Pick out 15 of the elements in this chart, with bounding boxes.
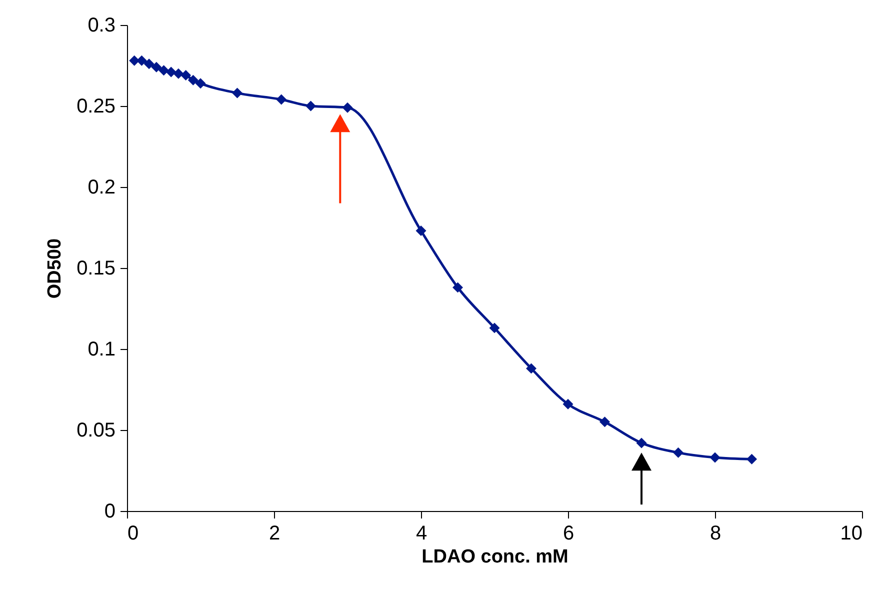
y-tick-label: 0.2 [88,176,116,198]
y-tick-label: 0.05 [76,420,116,442]
x-tick-label: 6 [562,522,574,544]
x-tick-label: 10 [840,522,862,544]
x-tick-label: 4 [416,522,428,544]
y-tick-label: 0.3 [88,14,116,36]
y-tick-label: 0.15 [76,258,116,280]
x-tick-label: 8 [710,522,722,544]
y-tick-label: 0.1 [88,338,116,360]
y-axis-title: OD500 [44,238,66,299]
y-tick-label: 0.25 [76,96,116,118]
y-tick-label: 0 [104,500,116,522]
x-axis-title: LDAO conc. mM [422,546,568,568]
x-tick-label: 2 [268,522,280,544]
x-tick-label: 0 [128,522,139,544]
